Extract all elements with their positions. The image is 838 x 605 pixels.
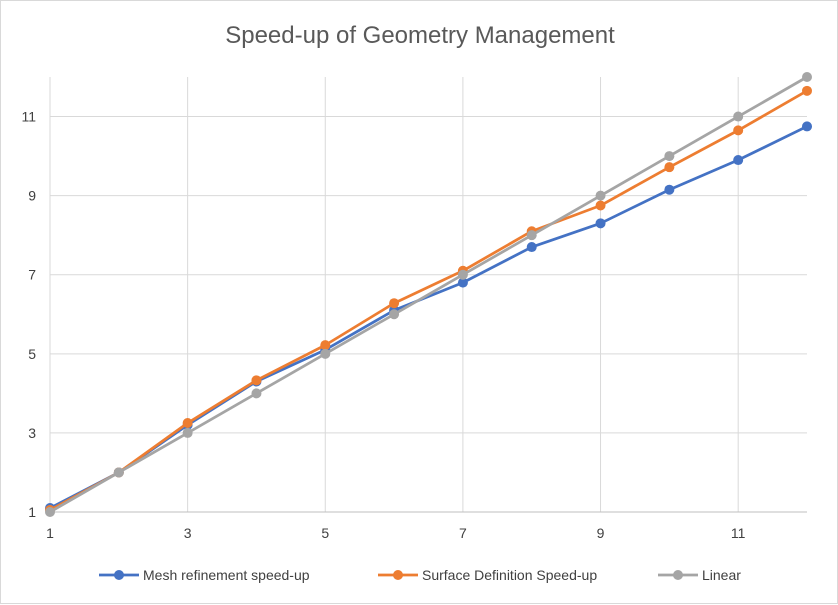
x-axis-ticks: 1 3 5 7 9 11: [46, 525, 746, 541]
data-point: [733, 125, 744, 136]
data-point: [664, 162, 675, 173]
x-tick-label: 11: [731, 525, 746, 541]
data-point: [733, 111, 744, 122]
series-group: [45, 72, 812, 517]
x-tick-label: 7: [459, 525, 467, 541]
legend-label: Mesh refinement speed-up: [143, 567, 310, 583]
series-2: [45, 72, 812, 517]
legend-swatch-marker: [673, 570, 683, 580]
data-point: [595, 218, 606, 229]
y-tick-label: 9: [28, 188, 36, 204]
data-point: [182, 427, 193, 438]
legend-swatch-marker: [393, 570, 403, 580]
data-point: [733, 155, 744, 166]
data-point: [182, 418, 193, 429]
x-tick-label: 5: [321, 525, 329, 541]
series-line: [49, 125, 808, 510]
data-point: [320, 348, 331, 359]
legend-label: Surface Definition Speed-up: [422, 567, 597, 583]
legend-swatch-marker: [114, 570, 124, 580]
y-axis-ticks: 1 3 5 7 9 11: [21, 109, 36, 520]
legend-label: Linear: [702, 567, 741, 583]
data-point: [113, 467, 124, 478]
chart-title: Speed-up of Geometry Management: [225, 22, 615, 49]
data-point: [802, 85, 812, 96]
x-tick-label: 1: [46, 525, 54, 541]
data-point: [251, 375, 262, 386]
series-line: [49, 75, 808, 514]
legend-item-0: Mesh refinement speed-up: [99, 567, 310, 583]
data-point: [526, 242, 537, 253]
series-0: [45, 121, 812, 514]
data-point: [664, 184, 675, 195]
data-point: [595, 200, 606, 211]
data-point: [457, 277, 468, 288]
y-tick-label: 1: [28, 504, 36, 520]
y-tick-label: 11: [21, 109, 36, 125]
legend: Mesh refinement speed-up Surface Definiti…: [99, 567, 741, 583]
data-point: [802, 72, 812, 82]
legend-item-2: Linear: [658, 567, 741, 583]
x-tick-label: 9: [597, 525, 605, 541]
legend-item-1: Surface Definition Speed-up: [378, 567, 597, 583]
data-point: [664, 151, 675, 162]
data-point: [389, 298, 400, 309]
y-tick-label: 7: [28, 267, 36, 283]
x-tick-label: 3: [184, 525, 192, 541]
series-line: [49, 89, 808, 512]
data-point: [526, 230, 537, 241]
data-point: [45, 507, 55, 517]
data-point: [457, 269, 468, 280]
data-point: [251, 388, 262, 399]
data-point: [595, 190, 606, 201]
y-tick-label: 3: [28, 425, 36, 441]
series-1: [45, 85, 812, 516]
data-point: [320, 340, 331, 351]
y-tick-label: 5: [28, 346, 36, 362]
gridlines: [49, 77, 807, 512]
data-point: [802, 121, 812, 132]
data-point: [389, 309, 400, 320]
